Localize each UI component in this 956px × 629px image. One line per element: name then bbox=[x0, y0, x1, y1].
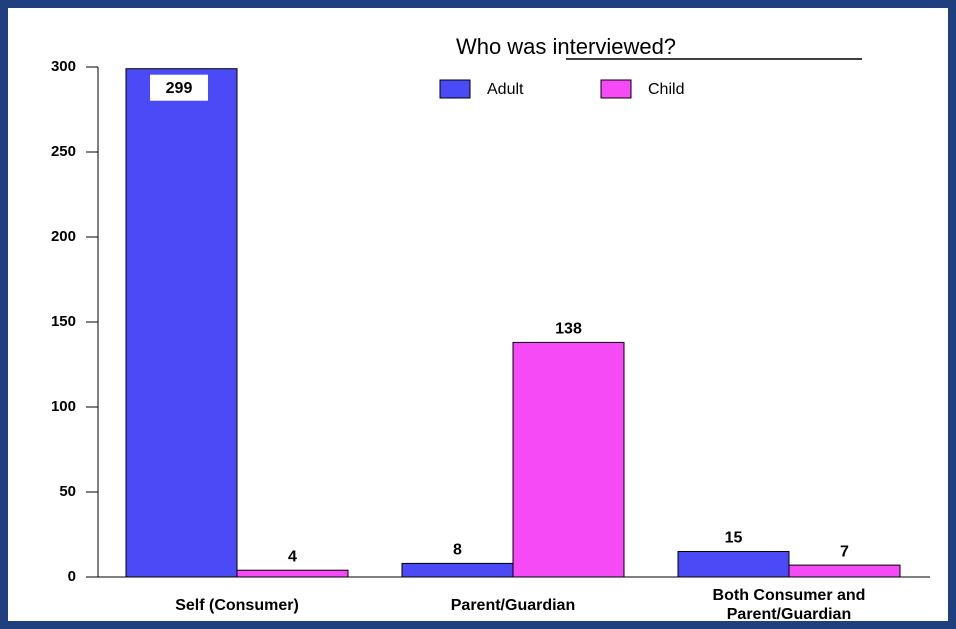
y-tick-label: 50 bbox=[59, 483, 76, 500]
legend-label: Child bbox=[648, 81, 684, 98]
y-tick-label: 300 bbox=[51, 58, 76, 75]
chart-title: Who was interviewed? bbox=[456, 34, 676, 59]
value-label: 15 bbox=[725, 530, 743, 547]
y-tick-label: 150 bbox=[51, 313, 76, 330]
value-label-box bbox=[150, 74, 208, 101]
legend-label: Adult bbox=[487, 81, 524, 98]
bar bbox=[401, 562, 514, 578]
value-label: 299 bbox=[166, 80, 193, 97]
value-label: 138 bbox=[555, 321, 582, 338]
bar bbox=[512, 341, 625, 578]
bar bbox=[236, 569, 349, 578]
legend-swatch bbox=[439, 79, 471, 99]
bar bbox=[788, 564, 901, 578]
bar bbox=[125, 68, 238, 578]
value-label: 4 bbox=[288, 548, 297, 565]
x-tick-label: Both Consumer and Parent/Guardian bbox=[712, 587, 866, 623]
value-label: 7 bbox=[840, 543, 849, 560]
y-tick-label: 0 bbox=[68, 568, 76, 585]
bar bbox=[677, 551, 790, 578]
value-label: 8 bbox=[453, 542, 462, 559]
y-tick-label: 100 bbox=[51, 398, 76, 415]
x-tick-label: Parent/Guardian bbox=[450, 596, 576, 614]
x-tick-label: Self (Consumer) bbox=[175, 596, 299, 614]
y-tick-label: 250 bbox=[51, 143, 76, 160]
legend-swatch bbox=[600, 79, 632, 99]
y-tick-label: 200 bbox=[51, 228, 76, 245]
